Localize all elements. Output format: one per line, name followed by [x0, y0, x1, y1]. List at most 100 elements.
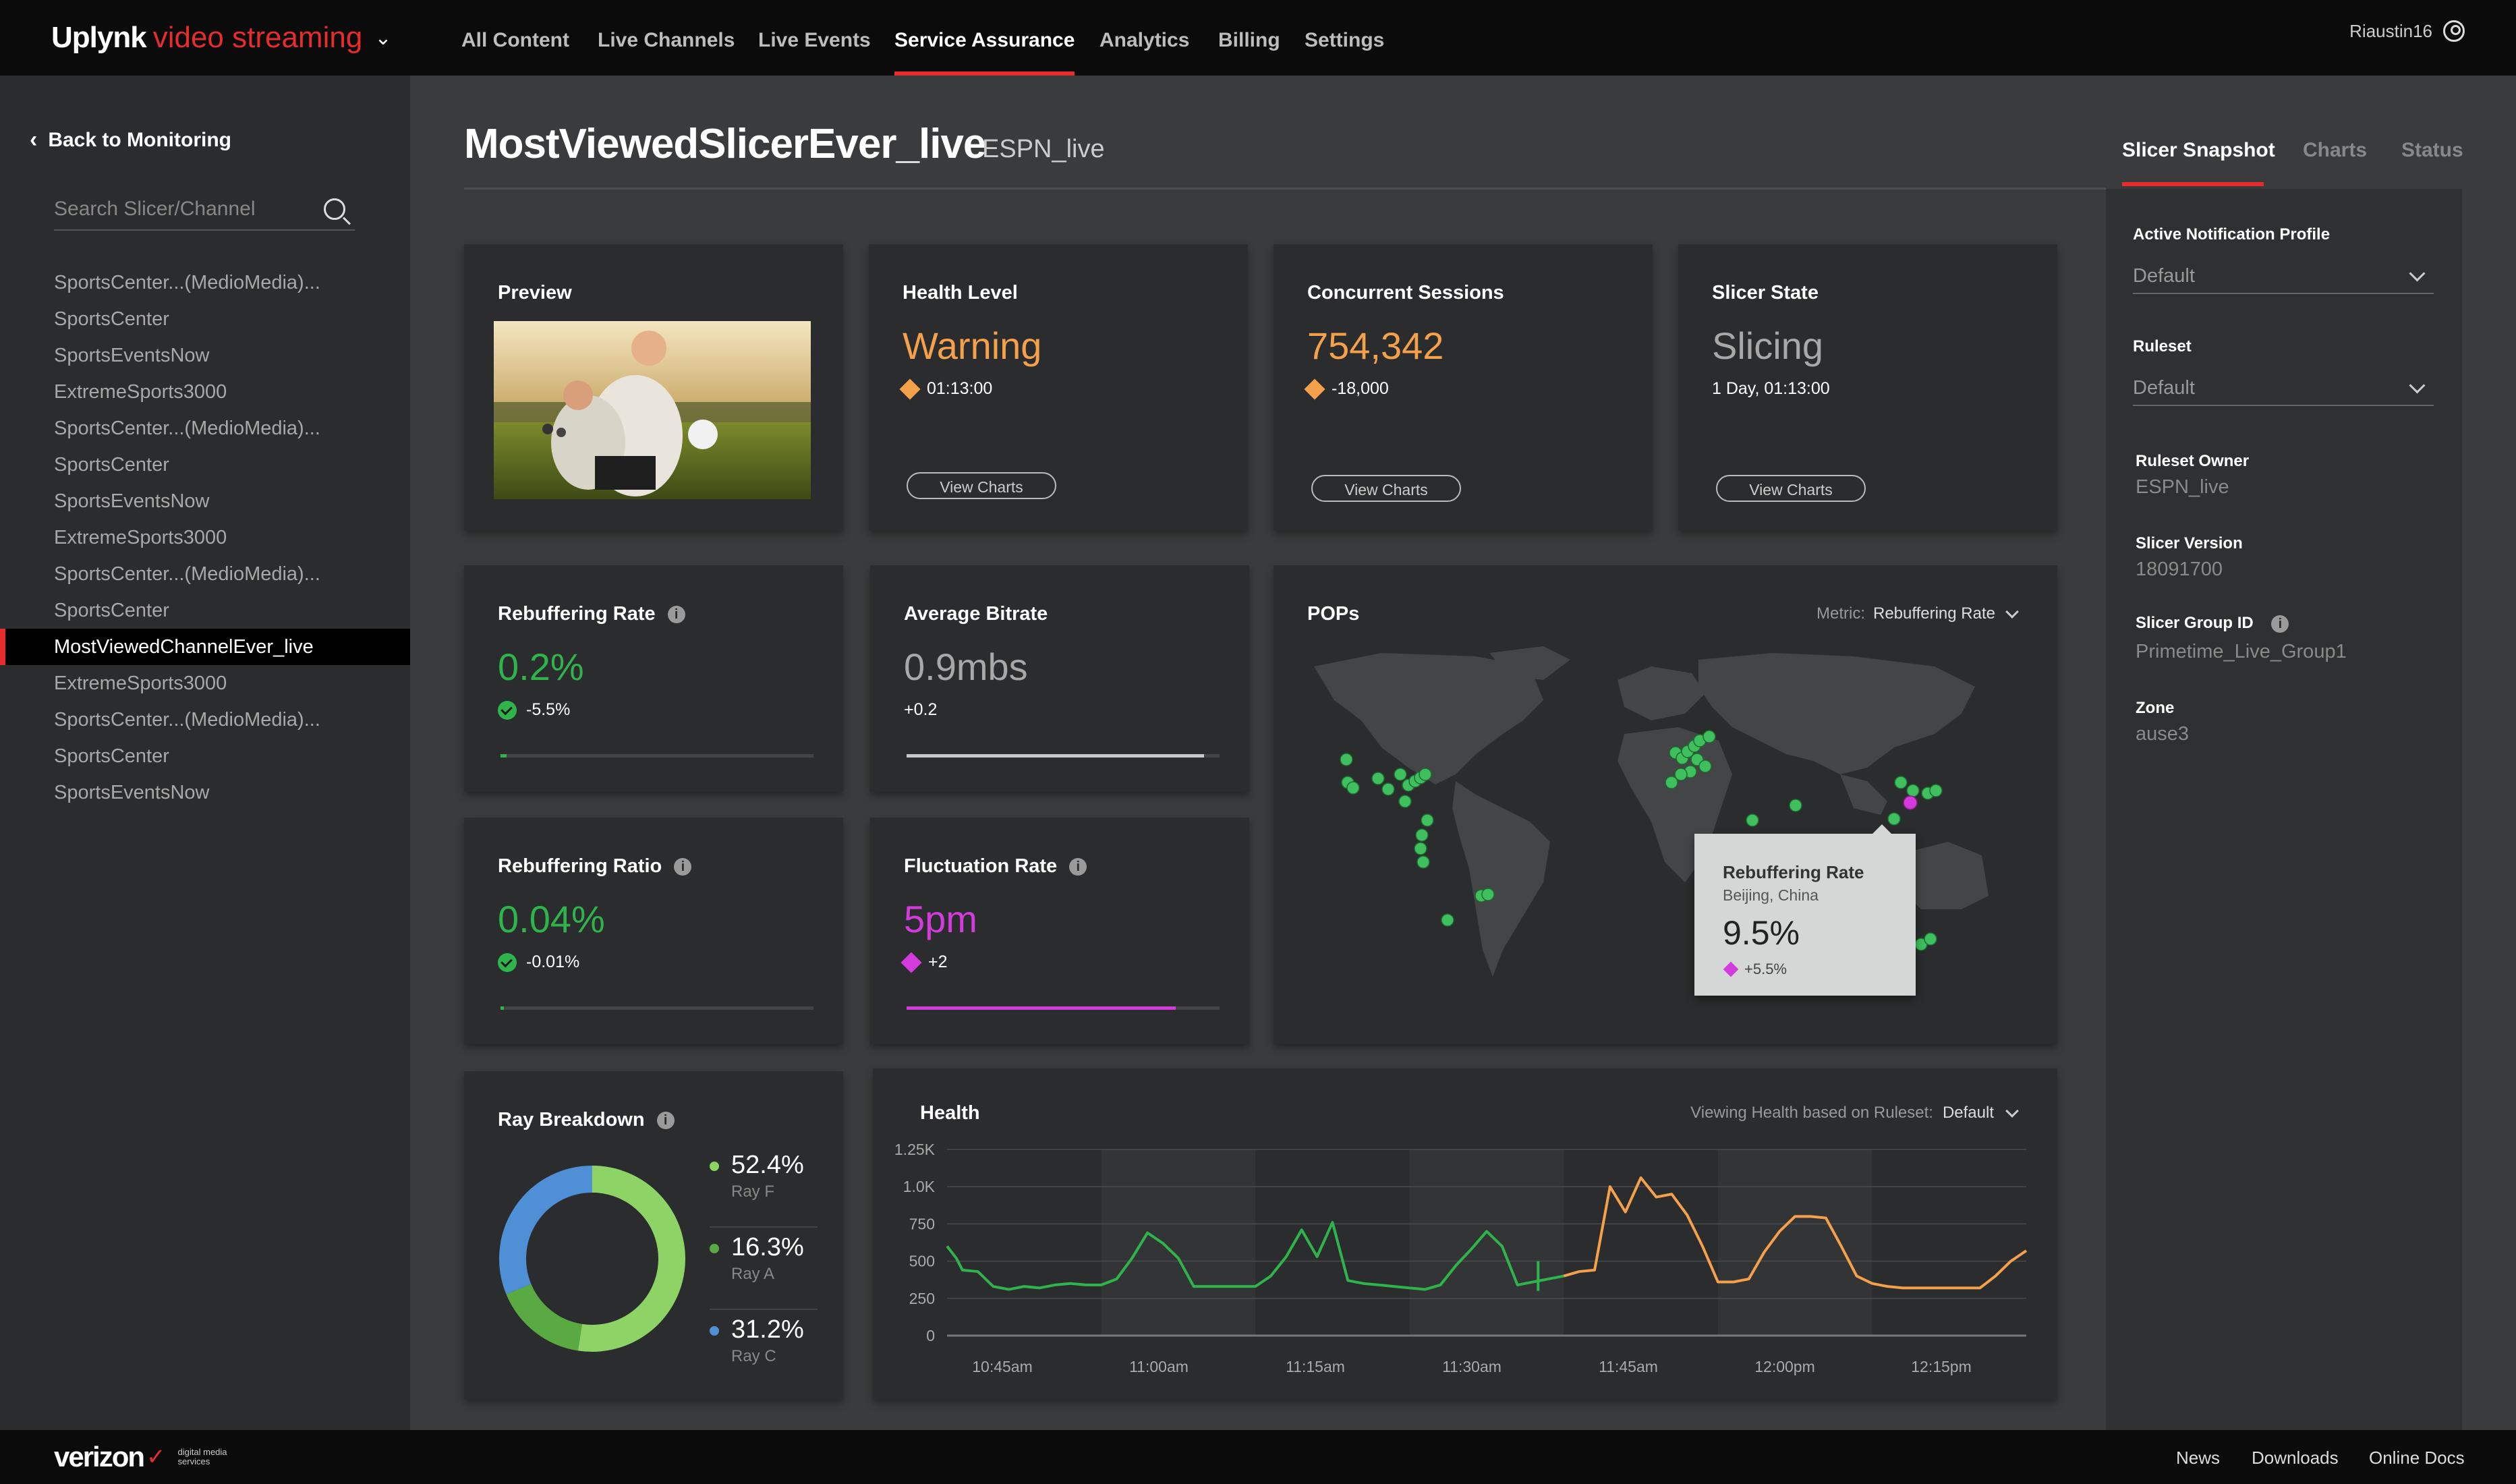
zone-label: Zone [2136, 699, 2175, 717]
sidebar-item[interactable]: MostViewedChannelEver_live [0, 629, 410, 665]
metric-label: Metric: [1816, 604, 1865, 623]
x-tick-label: 11:45am [1599, 1358, 1658, 1375]
info-icon[interactable]: i [667, 606, 685, 624]
donut-slice[interactable] [499, 1166, 593, 1294]
chevron-down-icon [2409, 376, 2426, 394]
card-title-row: Ray Breakdown i [498, 1109, 675, 1131]
card-title: Fluctuation Rate [904, 855, 1058, 877]
sidebar-item[interactable]: SportsCenter [54, 600, 169, 621]
tab-status[interactable]: Status [2401, 139, 2463, 161]
ruleset-select[interactable]: Default [2133, 371, 2434, 406]
metric-select[interactable]: Metric: Rebuffering Rate [1816, 604, 2019, 623]
ray-donut-chart[interactable] [498, 1164, 687, 1353]
health-chart-card: Health Viewing Health based on Ruleset: … [873, 1068, 2057, 1399]
warning-icon [1304, 378, 1325, 400]
sidebar-item[interactable]: SportsEventsNow [54, 782, 210, 803]
info-icon[interactable]: i [674, 858, 692, 876]
world-map[interactable] [1300, 639, 2036, 1031]
tooltip-delta: +5.5% [1744, 961, 1787, 977]
health-line-chart[interactable]: 0 250 500 750 1.0K 1.25K 10:45am 11:00am 11:15am… [886, 1136, 2047, 1392]
health-level-card: Health Level Warning 01:13:00 View Chart… [869, 244, 1248, 530]
sidebar-item[interactable]: SportsCenter...(MedioMedia)... [54, 272, 320, 293]
nav-billing[interactable]: Billing [1218, 29, 1280, 51]
card-title: Concurrent Sessions [1307, 282, 1504, 304]
check-icon [498, 952, 517, 972]
user-icon [2443, 20, 2465, 42]
card-title: Ray Breakdown [498, 1109, 645, 1131]
nav-live-events[interactable]: Live Events [758, 29, 871, 51]
footer-news-link[interactable]: News [2176, 1448, 2221, 1468]
chevron-down-icon [2005, 605, 2019, 619]
legend-value: 31.2% [731, 1315, 804, 1344]
info-icon[interactable]: i [1069, 858, 1087, 876]
ruleset-owner-value: ESPN_live [2136, 476, 2229, 498]
notification-profile-select[interactable]: Default [2133, 259, 2434, 294]
active-tab-indicator [2122, 182, 2264, 186]
sidebar-item[interactable]: SportsEventsNow [54, 490, 210, 512]
sidebar-item[interactable]: SportsCenter...(MedioMedia)... [54, 709, 320, 731]
card-title: Slicer State [1712, 282, 1819, 304]
rebuffering-rate-delta: -5.5% [526, 700, 571, 719]
search-box [54, 194, 355, 231]
rebuffering-ratio-card: Rebuffering Ratio i 0.04% -0.01% [464, 818, 843, 1044]
metric-value: Rebuffering Rate [1872, 604, 1995, 623]
donut-slice[interactable] [506, 1283, 583, 1351]
slicer-version-value: 18091700 [2136, 559, 2223, 580]
card-title: Average Bitrate [904, 603, 1048, 625]
sidebar-item[interactable]: SportsCenter [54, 308, 169, 330]
nav-live-channels[interactable]: Live Channels [598, 29, 735, 51]
chart-band [1409, 1149, 1564, 1336]
view-charts-button[interactable]: View Charts [907, 472, 1056, 499]
header-divider [464, 188, 2106, 190]
warning-icon [899, 378, 921, 400]
sidebar-item[interactable]: ExtremeSports3000 [54, 381, 227, 403]
search-input[interactable] [54, 194, 310, 224]
health-level-value: Warning [903, 324, 1042, 367]
info-icon[interactable]: i [656, 1112, 675, 1130]
brand-logo[interactable]: Uplynk video streaming ⌄ [51, 16, 391, 59]
card-title: Health Level [903, 282, 1018, 304]
nav-all-content[interactable]: All Content [461, 29, 569, 51]
ruleset-filter[interactable]: Viewing Health based on Ruleset: Default [1690, 1104, 2019, 1122]
donut-slice[interactable] [577, 1166, 685, 1352]
health-series-line[interactable] [1563, 1176, 2028, 1290]
sidebar-item[interactable]: SportsCenter...(MedioMedia)... [54, 418, 320, 439]
nav-service-assurance[interactable]: Service Assurance [894, 0, 1075, 76]
tab-charts[interactable]: Charts [2303, 139, 2368, 161]
fluctuation-rate-sub: +2 [900, 951, 948, 973]
back-to-monitoring-link[interactable]: ‹ Back to Monitoring [30, 127, 231, 153]
selected-pop-marker[interactable] [1903, 795, 1918, 810]
sessions-sub: -18,000 [1304, 378, 1389, 400]
sidebar-item[interactable]: SportsEventsNow [54, 345, 210, 366]
search-icon[interactable] [324, 198, 345, 220]
sidebar-item[interactable]: SportsCenter [54, 745, 169, 767]
y-tick-label: 1.0K [903, 1178, 936, 1195]
view-charts-button[interactable]: View Charts [1716, 475, 1866, 502]
info-icon[interactable]: i [2271, 615, 2289, 633]
user-menu[interactable]: Riaustin16 [2349, 20, 2465, 42]
ray-breakdown-card: Ray Breakdown i 52.4% Ray F 16.3% Ray A 31.2… [464, 1071, 843, 1399]
sessions-delta: -18,000 [1332, 379, 1389, 398]
nav-analytics[interactable]: Analytics [1099, 29, 1190, 51]
sidebar-item[interactable]: ExtremeSports3000 [54, 673, 227, 694]
y-tick-label: 1.25K [894, 1141, 936, 1158]
chart-band [1717, 1149, 1872, 1336]
footer-online-docs-link[interactable]: Online Docs [2369, 1448, 2465, 1468]
rebuffering-ratio-delta: -0.01% [526, 952, 580, 971]
x-tick-label: 12:15pm [1911, 1358, 1972, 1375]
legend-value: 52.4% [731, 1151, 804, 1179]
sidebar-item[interactable]: SportsCenter [54, 454, 169, 476]
preview-thumbnail[interactable] [494, 321, 811, 499]
sidebar-item[interactable]: SportsCenter...(MedioMedia)... [54, 563, 320, 585]
sidebar-item[interactable]: ExtremeSports3000 [54, 527, 227, 548]
ruleset-value: Default [2133, 376, 2195, 399]
view-charts-button[interactable]: View Charts [1311, 475, 1461, 502]
health-series-line[interactable] [946, 1221, 1564, 1291]
footer-downloads-link[interactable]: Downloads [2252, 1448, 2339, 1468]
nav-settings[interactable]: Settings [1305, 29, 1385, 51]
slicer-group-label-text: Slicer Group ID [2136, 614, 2254, 632]
tab-slicer-snapshot[interactable]: Slicer Snapshot [2122, 139, 2275, 161]
x-tick-label: 10:45am [972, 1358, 1033, 1375]
fluctuation-rate-value: 5pm [904, 898, 977, 940]
legend-label: Ray F [731, 1182, 775, 1201]
